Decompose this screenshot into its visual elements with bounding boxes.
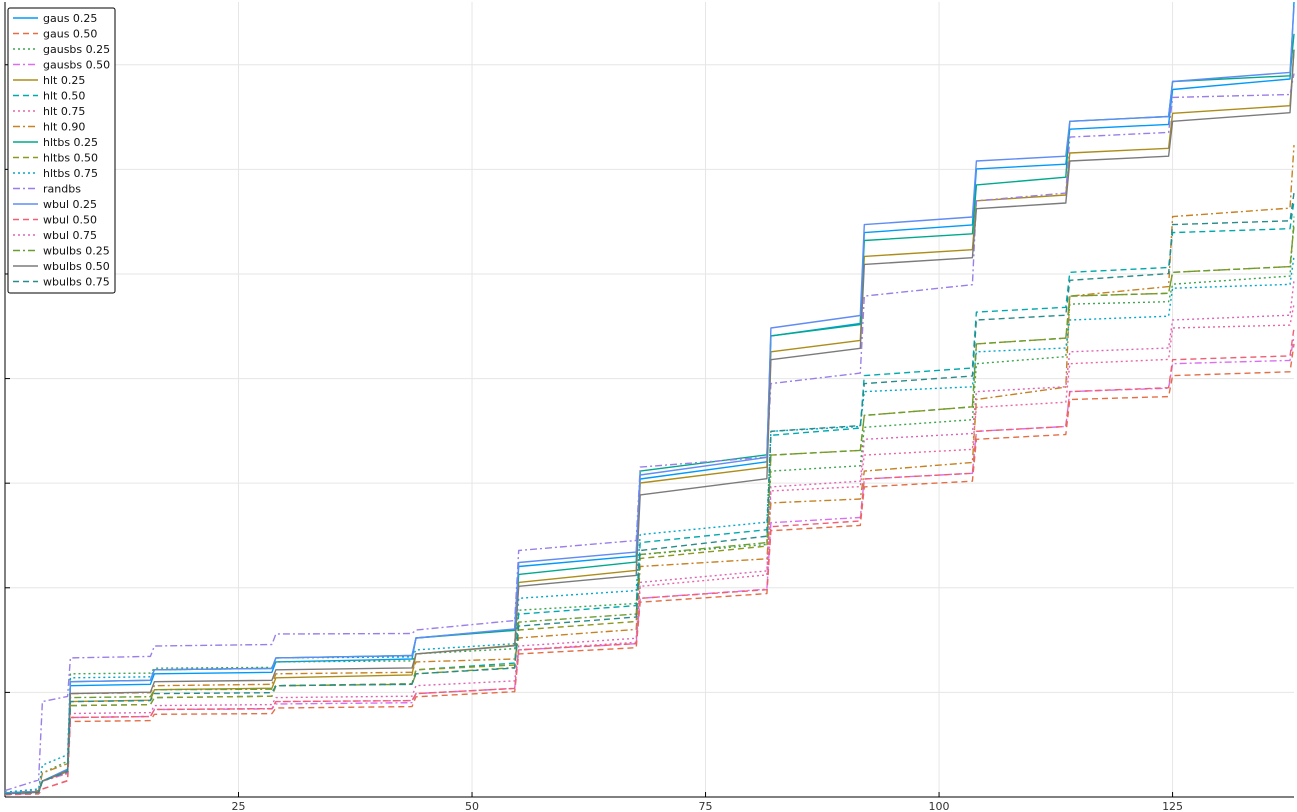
legend-label: gausbs 0.25 (43, 43, 110, 56)
legend-label: randbs (43, 183, 81, 196)
series-line-hltbs-075 (4, 256, 1295, 793)
x-tick-label: 75 (699, 800, 713, 812)
legend-label: gausbs 0.50 (43, 59, 110, 72)
series-line-wbul-075 (4, 280, 1295, 795)
axes (4, 2, 1294, 798)
legend-label: hlt 0.50 (43, 90, 85, 103)
tick-marks: 25 50 75 100 125 (5, 64, 1183, 812)
legend-label: gaus 0.25 (43, 12, 97, 25)
legend-label: hlt 0.25 (43, 74, 85, 87)
x-tick-label: 100 (929, 800, 950, 812)
x-tick-label: 50 (465, 800, 479, 812)
legend-label: wbul 0.50 (43, 214, 97, 227)
legend: gaus 0.25 gaus 0.50 gausbs 0.25 gausbs 0.50… (7, 7, 116, 294)
series-line-hltbs-025 (4, 33, 1295, 794)
series-line-hlt-090 (4, 145, 1295, 794)
x-tick-label: 125 (1162, 800, 1183, 812)
series-line-wbul-050 (4, 327, 1295, 796)
legend-label: wbulbs 0.75 (43, 276, 110, 289)
x-tick-label: 25 (232, 800, 246, 812)
series-line-wbul-025 (4, 5, 1295, 794)
legend-label: hltbs 0.75 (43, 167, 98, 180)
series-line-randbs (4, 73, 1295, 792)
grid-lines (5, 2, 1294, 797)
series-line-gausbs-025 (4, 216, 1295, 794)
legend-box (7, 7, 116, 294)
legend-label: hltbs 0.25 (43, 136, 98, 149)
legend-label: wbul 0.25 (43, 198, 97, 211)
legend-label: wbulbs 0.50 (43, 260, 110, 273)
series-line-gaus-025 (4, 1, 1295, 794)
legend-label: hlt 0.75 (43, 105, 85, 118)
legend-label: gaus 0.50 (43, 28, 97, 41)
legend-label: wbul 0.75 (43, 229, 97, 242)
series-lines (4, 1, 1295, 796)
legend-label: wbulbs 0.25 (43, 245, 110, 258)
series-line-wbulbs-075 (4, 192, 1295, 795)
series-line-gaus-050 (4, 343, 1295, 796)
legend-label: hltbs 0.50 (43, 152, 98, 165)
series-line-wbulbs-025 (4, 224, 1295, 795)
series-line-hlt-050 (4, 200, 1295, 796)
legend-label: hlt 0.90 (43, 121, 85, 134)
series-line-gausbs-050 (4, 335, 1295, 796)
series-line-hlt-075 (4, 303, 1295, 796)
series-line-wbulbs-050 (4, 49, 1295, 795)
